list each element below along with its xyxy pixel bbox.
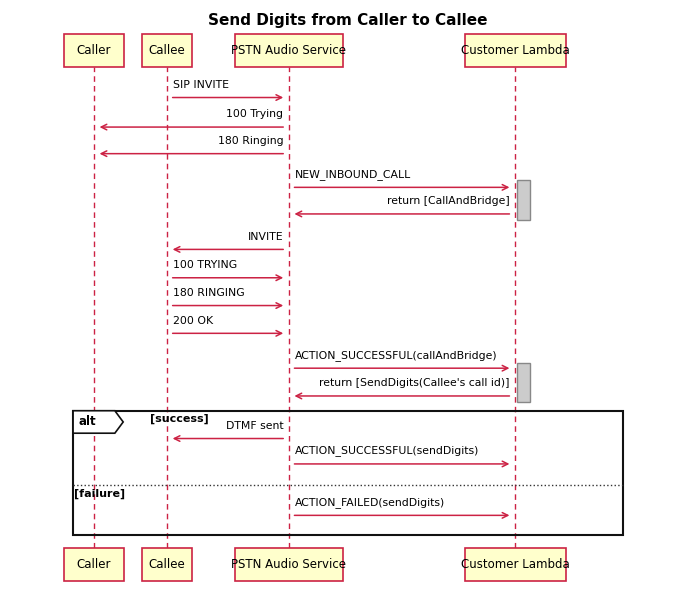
Text: NEW_INBOUND_CALL: NEW_INBOUND_CALL [294,169,411,180]
Bar [517,180,530,220]
Text: INVITE: INVITE [248,232,283,242]
Text: [success]: [success] [150,413,208,424]
Text: Send Digits from Caller to Callee: Send Digits from Caller to Callee [208,13,488,28]
Text: Callee: Callee [149,558,185,571]
Text: Customer Lambda: Customer Lambda [461,558,569,571]
Text: 100 Trying: 100 Trying [226,109,283,119]
Text: 100 TRYING: 100 TRYING [173,260,237,270]
Bar [64,34,124,67]
Text: PSTN Audio Service: PSTN Audio Service [231,44,347,57]
Text: PSTN Audio Service: PSTN Audio Service [231,558,347,571]
Text: Callee: Callee [149,44,185,57]
Bar [465,34,565,67]
Text: Customer Lambda: Customer Lambda [461,44,569,57]
Bar [142,548,192,581]
Text: return [SendDigits(Callee's call id)]: return [SendDigits(Callee's call id)] [319,378,509,388]
Bar [142,34,192,67]
Polygon shape [73,411,123,433]
Text: alt: alt [79,415,96,428]
Bar [465,548,565,581]
Bar [235,34,342,67]
Bar [73,411,623,535]
Bar [517,363,530,402]
Text: [failure]: [failure] [74,488,125,499]
Text: return [CallAndBridge]: return [CallAndBridge] [387,196,509,206]
Text: 180 Ringing: 180 Ringing [218,136,283,146]
Bar [235,548,342,581]
Text: DTMF sent: DTMF sent [226,421,283,431]
Text: 180 RINGING: 180 RINGING [173,288,244,298]
Text: Caller: Caller [77,44,111,57]
Text: Caller: Caller [77,558,111,571]
Text: 200 OK: 200 OK [173,316,213,326]
Text: ACTION_FAILED(sendDigits): ACTION_FAILED(sendDigits) [294,497,445,508]
Bar [64,548,124,581]
Text: SIP INVITE: SIP INVITE [173,80,228,90]
Text: ACTION_SUCCESSFUL(callAndBridge): ACTION_SUCCESSFUL(callAndBridge) [294,350,497,361]
Text: ACTION_SUCCESSFUL(sendDigits): ACTION_SUCCESSFUL(sendDigits) [294,446,479,456]
